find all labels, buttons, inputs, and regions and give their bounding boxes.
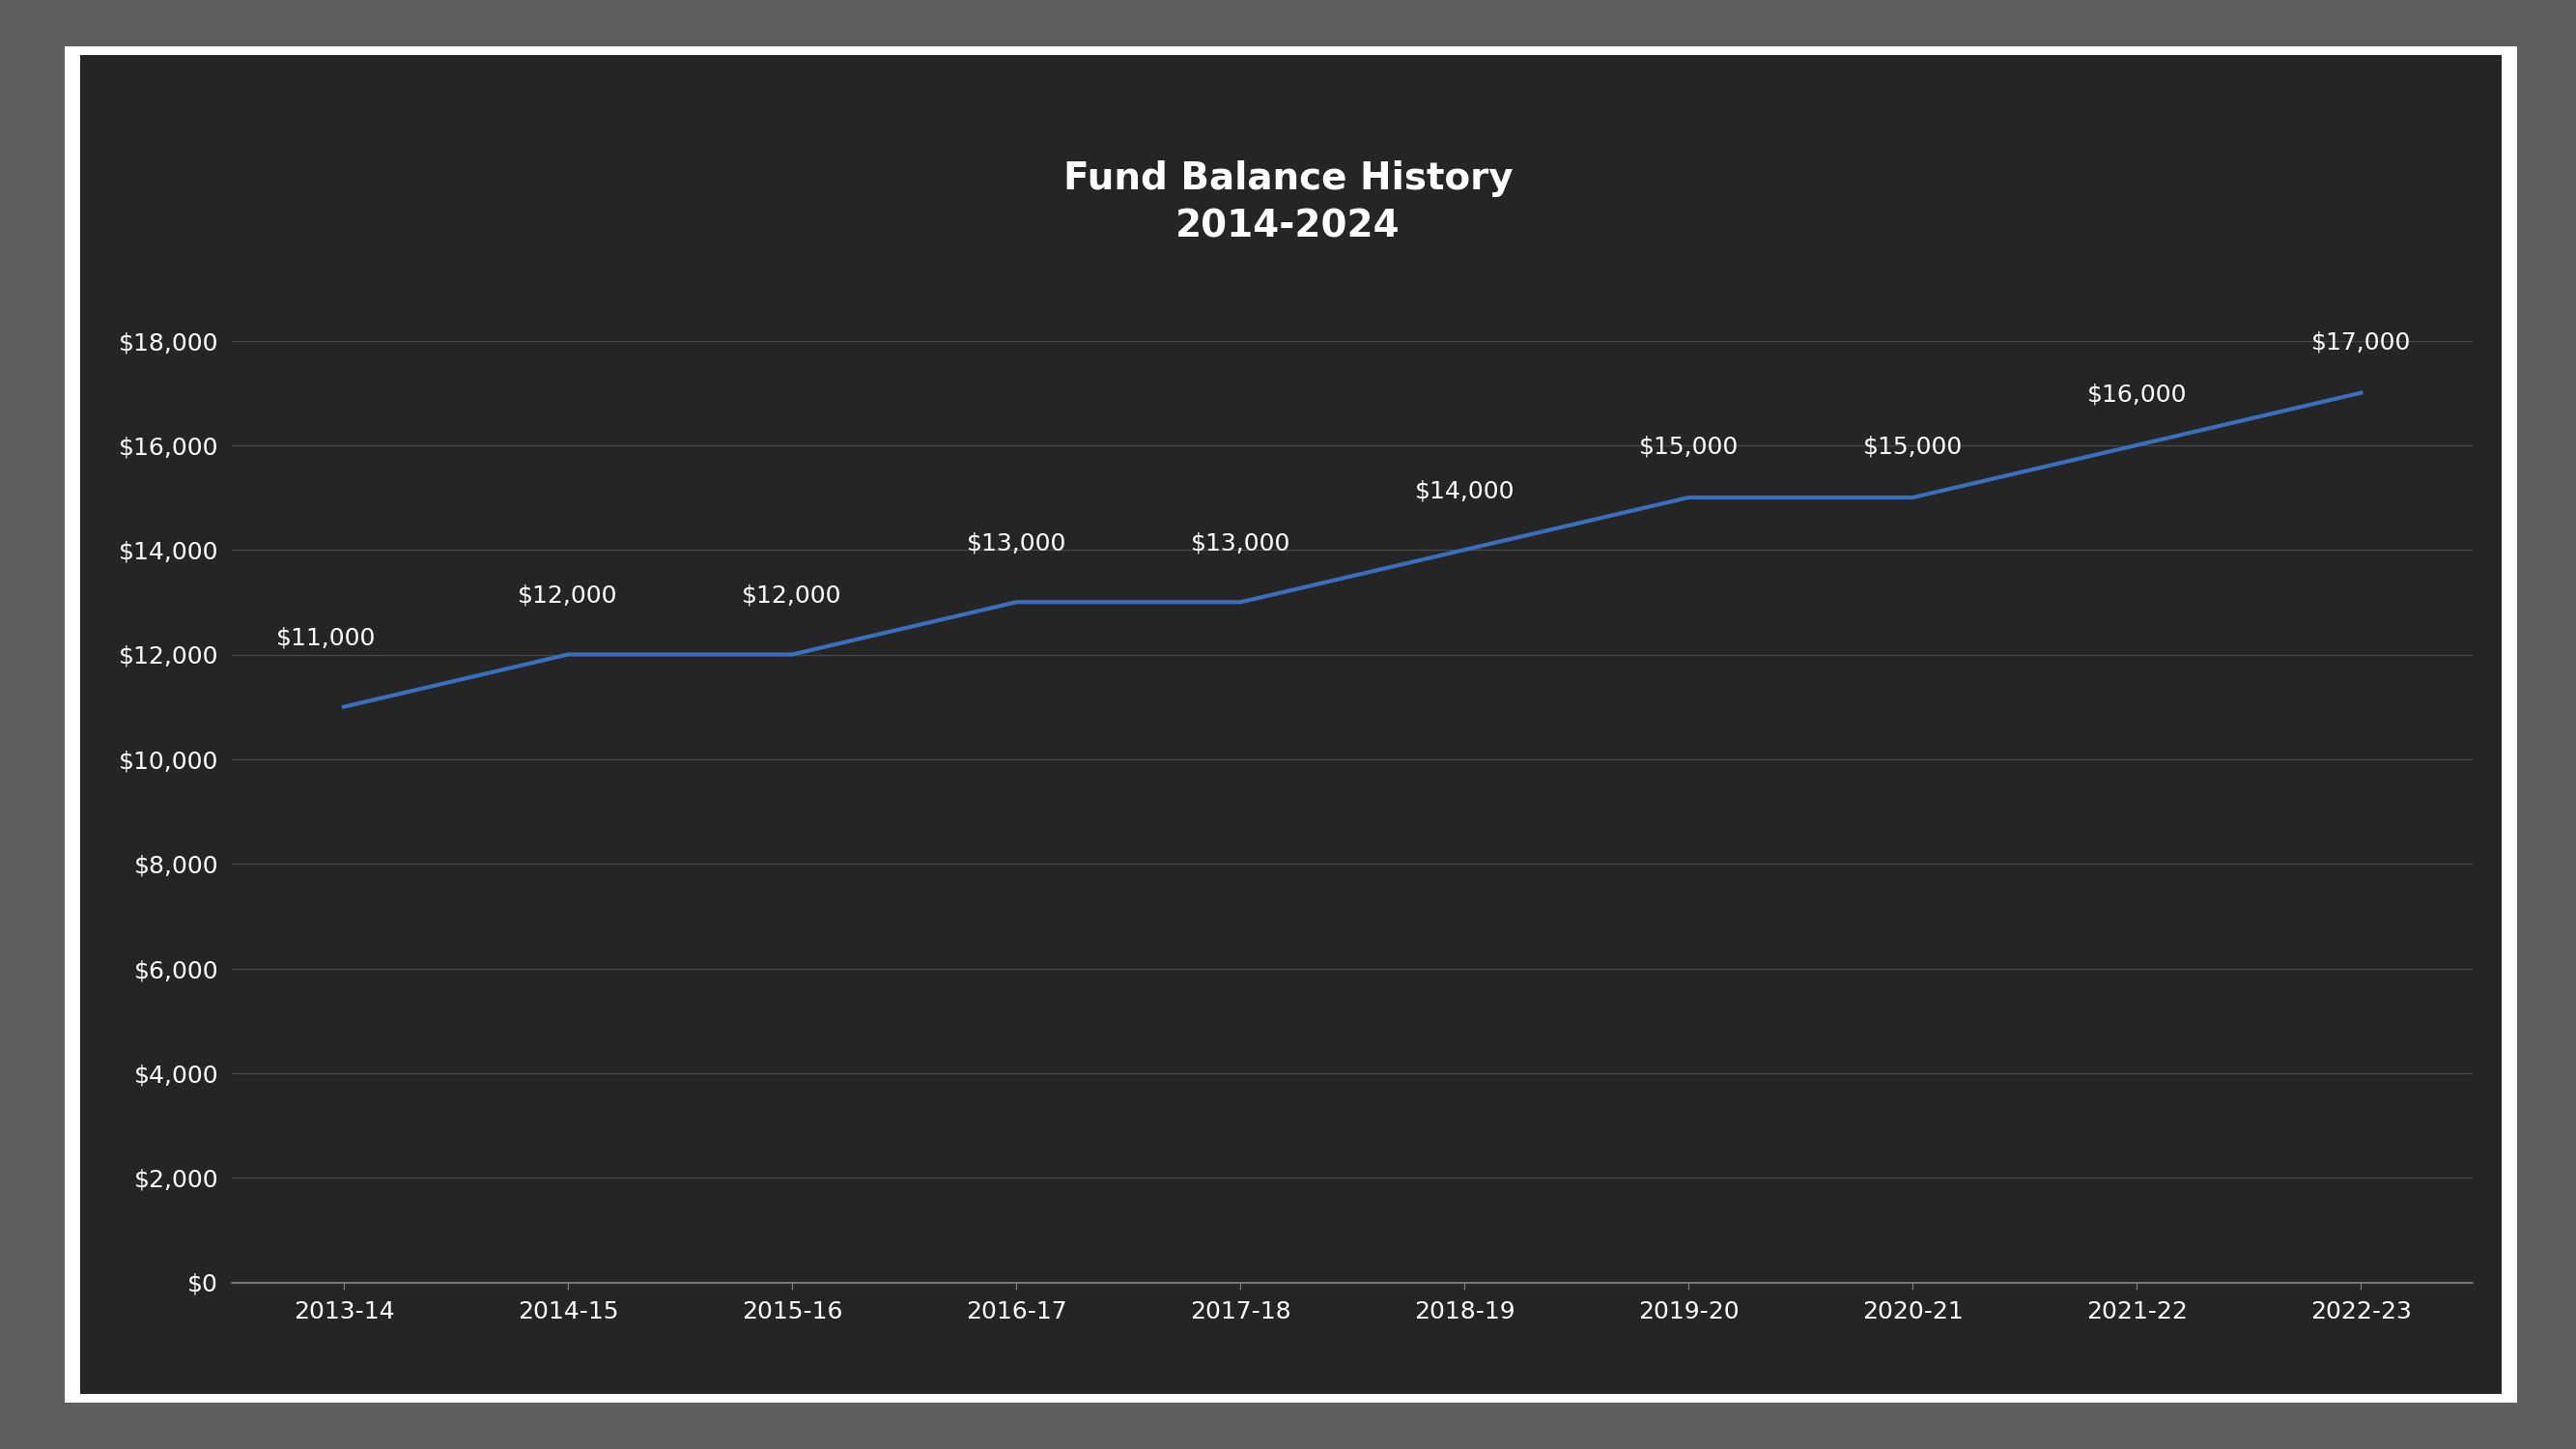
Text: $17,000: $17,000 (2311, 330, 2411, 354)
Text: $15,000: $15,000 (1862, 435, 1963, 458)
Text: $15,000: $15,000 (1638, 435, 1739, 458)
Text: $13,000: $13,000 (966, 532, 1066, 555)
Text: $12,000: $12,000 (742, 584, 842, 607)
Text: $11,000: $11,000 (276, 626, 376, 649)
Text: $16,000: $16,000 (2087, 383, 2187, 406)
Text: $14,000: $14,000 (1414, 480, 1515, 503)
Text: $12,000: $12,000 (518, 584, 618, 607)
Text: Fund Balance History
2014-2024: Fund Balance History 2014-2024 (1064, 161, 1512, 245)
Text: $13,000: $13,000 (1190, 532, 1291, 555)
